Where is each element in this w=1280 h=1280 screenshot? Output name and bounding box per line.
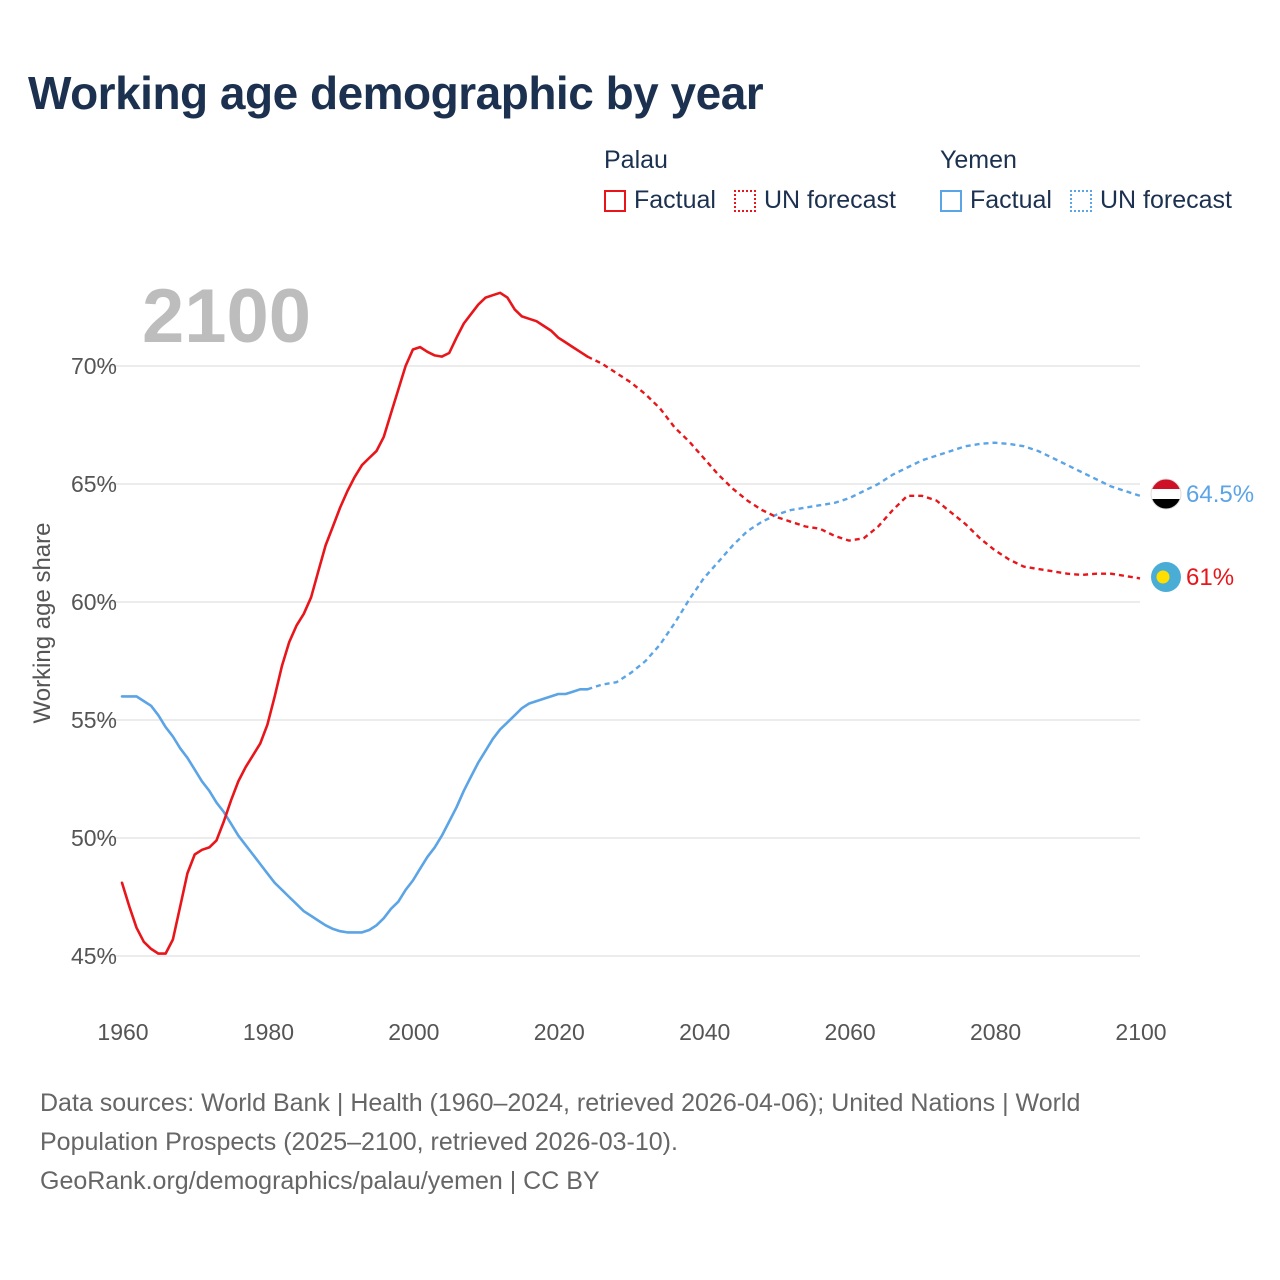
yemen-forecast-line[interactable]	[587, 441, 1141, 691]
legend-group-palau: Palau Factual UN forecast	[604, 144, 914, 215]
x-tick-label: 1960	[97, 1019, 148, 1045]
legend-label: UN forecast	[763, 186, 896, 214]
x-tick-label: 1980	[243, 1019, 294, 1045]
y-axis-ticks: 45% 50% 55% 60% 65% 70%	[71, 353, 117, 969]
x-tick-label: 2040	[679, 1019, 730, 1045]
line-chart: 2100 45% 50% 55% 60% 65% 70% 1960 1980 2000 2020…	[29, 274, 1254, 1045]
x-axis-ticks: 1960 1980 2000 2020 2040 2060 2080 2100	[97, 1019, 1166, 1045]
y-tick-label: 50%	[71, 825, 117, 851]
source-line: Data sources: World Bank | Health (1960–…	[40, 1089, 1081, 1117]
gridlines	[96, 365, 1140, 957]
legend-label: Factual	[970, 186, 1052, 214]
series-layer	[120, 291, 1141, 955]
palau-end-label: 61%	[1186, 564, 1234, 591]
data-source-note: Data sources: World Bank | Health (1960–…	[40, 1084, 1220, 1201]
x-tick-label: 2000	[388, 1019, 439, 1045]
legend-swatch-dotted	[733, 189, 756, 212]
x-tick-label: 2080	[970, 1019, 1021, 1045]
legend-item-palau-forecast[interactable]: UN forecast	[733, 186, 896, 215]
source-line: Population Prospects (2025–2100, retriev…	[40, 1128, 678, 1156]
legend-swatch-solid	[940, 189, 962, 212]
yemen-end-label: 64.5%	[1186, 481, 1254, 508]
y-tick-label: 45%	[71, 943, 117, 969]
source-link[interactable]: GeoRank.org/demographics/palau/yemen | C…	[40, 1167, 600, 1195]
legend-group-yemen: Yemen Factual UN forecast	[940, 144, 1232, 215]
legend-group-title: Palau	[604, 146, 668, 174]
legend-swatch-dotted	[1069, 189, 1092, 212]
yemen-flag-icon[interactable]	[1150, 478, 1182, 510]
y-tick-label: 60%	[71, 589, 117, 615]
legend-swatch-solid	[604, 189, 626, 212]
x-tick-label: 2100	[1115, 1019, 1166, 1045]
x-tick-label: 2020	[534, 1019, 585, 1045]
legend-group-title: Yemen	[940, 146, 1017, 174]
palau-factual-line[interactable]	[120, 291, 589, 955]
palau-flag-icon[interactable]	[1151, 562, 1181, 592]
year-watermark: 2100	[142, 274, 311, 359]
palau-forecast-line[interactable]	[586, 355, 1141, 580]
legend-label: Factual	[634, 186, 716, 214]
y-tick-label: 55%	[71, 707, 117, 733]
yemen-factual-line[interactable]	[120, 688, 589, 934]
legend-item-palau-factual[interactable]: Factual	[604, 186, 716, 215]
y-axis-label: Working age share	[29, 523, 56, 724]
y-tick-label: 65%	[71, 471, 117, 497]
legend-item-yemen-factual[interactable]: Factual	[940, 186, 1052, 215]
y-tick-label: 70%	[71, 353, 117, 379]
legend-label: UN forecast	[1099, 186, 1232, 214]
chart-title: Working age demographic by year	[28, 67, 764, 119]
legend-item-yemen-forecast[interactable]: UN forecast	[1069, 186, 1232, 215]
x-tick-label: 2060	[825, 1019, 876, 1045]
